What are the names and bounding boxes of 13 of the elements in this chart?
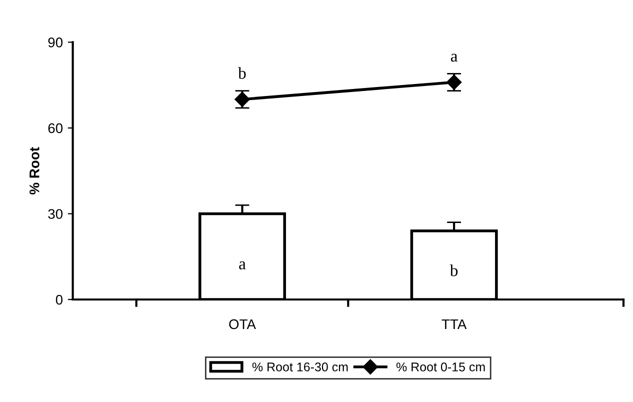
x-tick-label: OTA	[229, 319, 256, 330]
y-tick-label: 0	[56, 294, 63, 305]
annotation: a	[239, 261, 246, 270]
annotation: b	[238, 67, 246, 79]
legend-label: % Root 16-30 cm	[252, 362, 348, 372]
y-tick-label: 30	[48, 209, 63, 219]
x-tick-label: TTA	[442, 319, 467, 329]
y-tick-label: 60	[48, 123, 63, 134]
legend-label: % Root 0-15 cm	[396, 362, 485, 372]
y-axis-title: % Root	[30, 147, 40, 194]
annotation: b	[450, 264, 458, 276]
annotation: a	[450, 54, 458, 62]
y-tick-label: 90	[48, 38, 63, 48]
